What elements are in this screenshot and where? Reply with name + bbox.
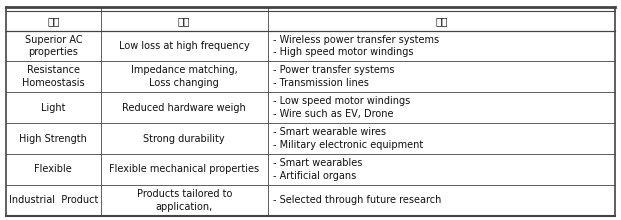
- Text: - Smart wearable wires
- Military electronic equipment: - Smart wearable wires - Military electr…: [273, 127, 423, 150]
- Text: High Strength: High Strength: [19, 134, 88, 143]
- Text: Strong durability: Strong durability: [143, 134, 225, 143]
- Text: Industrial  Product: Industrial Product: [9, 195, 98, 205]
- Text: Light: Light: [41, 103, 66, 113]
- Text: - Selected through future research: - Selected through future research: [273, 195, 442, 205]
- Text: 특성: 특성: [178, 16, 191, 26]
- Text: Flexible mechanical properties: Flexible mechanical properties: [109, 164, 260, 174]
- Text: - Power transfer systems
- Transmission lines: - Power transfer systems - Transmission …: [273, 66, 394, 88]
- Text: 응용: 응용: [435, 16, 448, 26]
- Text: Reduced hardware weigh: Reduced hardware weigh: [122, 103, 246, 113]
- Text: Resistance
Homeostasis: Resistance Homeostasis: [22, 66, 84, 88]
- Text: Superior AC
properties: Superior AC properties: [25, 35, 82, 57]
- Text: - Low speed motor windings
- Wire such as EV, Drone: - Low speed motor windings - Wire such a…: [273, 96, 410, 119]
- Text: - Smart wearables
- Artificial organs: - Smart wearables - Artificial organs: [273, 158, 362, 181]
- Text: Impedance matching,
Loss changing: Impedance matching, Loss changing: [131, 66, 238, 88]
- Text: Low loss at high frequency: Low loss at high frequency: [119, 41, 250, 51]
- Text: - Wireless power transfer systems
- High speed motor windings: - Wireless power transfer systems - High…: [273, 35, 439, 57]
- Text: Products tailored to
application,: Products tailored to application,: [137, 189, 232, 212]
- Text: Flexible: Flexible: [35, 164, 72, 174]
- Text: 장점: 장점: [47, 16, 60, 26]
